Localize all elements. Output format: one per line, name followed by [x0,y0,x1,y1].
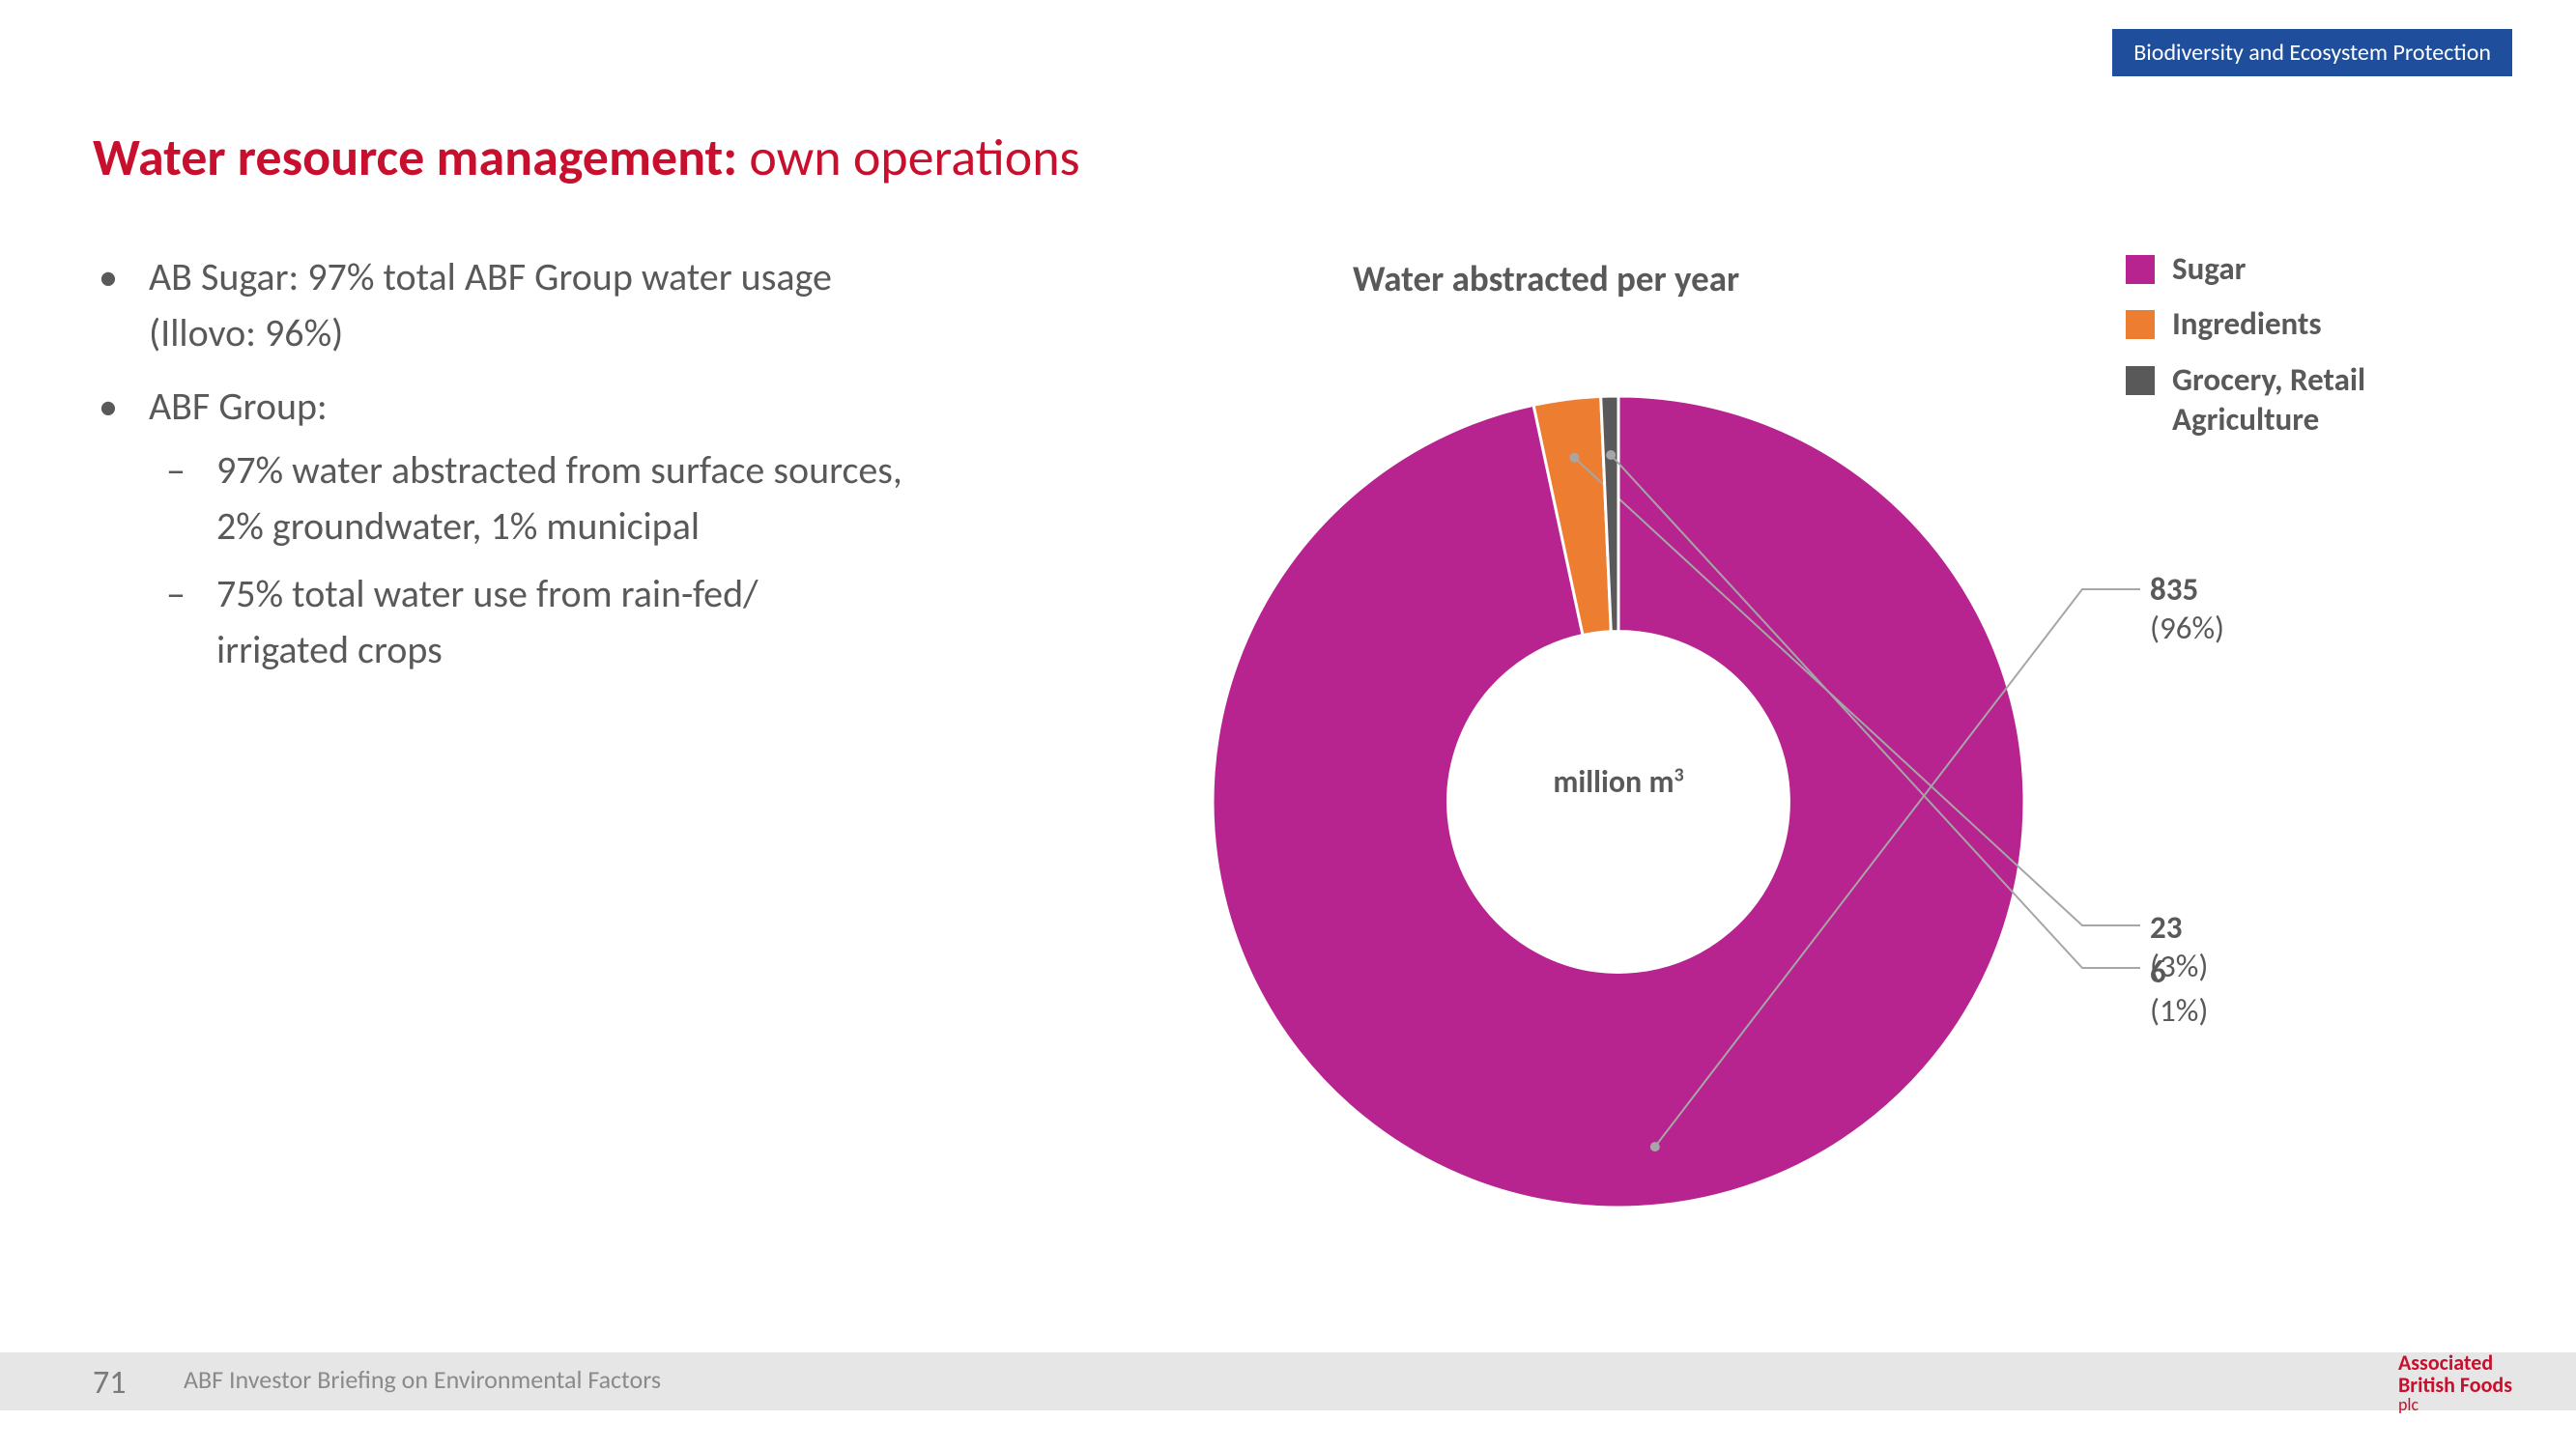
page-number: 71 [93,1363,126,1403]
bullet-1-line2: (Illovo: 96%) [149,309,343,356]
chart-title: Water abstracted per year [1353,257,1739,300]
title-light: own operations [737,126,1080,189]
legend-item-sugar: Sugar [2126,249,2365,289]
callout-sugar-pct: (96%) [2150,609,2224,647]
callout-grocery: 6 (1%) [2150,952,2208,1030]
legend-label-sugar: Sugar [2172,249,2246,289]
callout-grocery-val: 6 [2150,952,2166,991]
callout-sugar-val: 835 [2150,570,2198,609]
footer-text: ABF Investor Briefing on Environmental F… [184,1364,661,1395]
bullet-2: ABF Group: 97% water abstracted from sur… [93,379,1117,678]
bullet-2-sub1-l1: 97% water abstracted from surface source… [216,446,902,494]
callout-ingredients-val: 23 [2150,908,2182,947]
bullet-2-sub1: 97% water abstracted from surface source… [149,442,1117,554]
bullet-2-sub2-l1: 75% total water use from rain-fed/ [216,570,758,617]
callout-grocery-pct: (1%) [2150,991,2208,1030]
slide-title: Water resource management: own operation… [93,126,1080,189]
callout-sugar: 835 (96%) [2150,570,2224,647]
title-bold: Water resource management: [93,126,737,189]
category-tag: Biodiversity and Ecosystem Protection [2112,29,2512,76]
bullet-2-text: ABF Group: [149,383,328,430]
brand-line3: plc [2398,1396,2512,1414]
bullet-2-sub2: 75% total water use from rain-fed/ irrig… [149,566,1117,678]
leader-dot-1 [1569,453,1579,463]
bullet-2-sub2-l2: irrigated crops [216,626,443,673]
bullet-1: AB Sugar: 97% total ABF Group water usag… [93,249,1117,361]
bullet-1-line1: AB Sugar: 97% total ABF Group water usag… [149,253,832,300]
brand-logo: Associated British Foods plc [2398,1351,2512,1414]
donut-chart: million m3 835 (96%) 23 (3%) 6 (1%) [1184,319,2053,1285]
bullet-2-sub1-l2: 2% groundwater, 1% municipal [216,502,700,550]
leader-dot-0 [1650,1142,1660,1151]
legend-swatch-sugar [2126,255,2155,284]
donut-svg [1184,319,2343,1285]
brand-line2: British Foods [2398,1374,2512,1396]
leader-dot-2 [1606,450,1616,460]
bullet-list: AB Sugar: 97% total ABF Group water usag… [93,249,1117,696]
brand-line1: Associated [2398,1351,2512,1374]
center-sup: 3 [1674,763,1683,786]
center-text: million m [1553,763,1674,801]
chart-center-label: million m3 [1507,763,1730,801]
